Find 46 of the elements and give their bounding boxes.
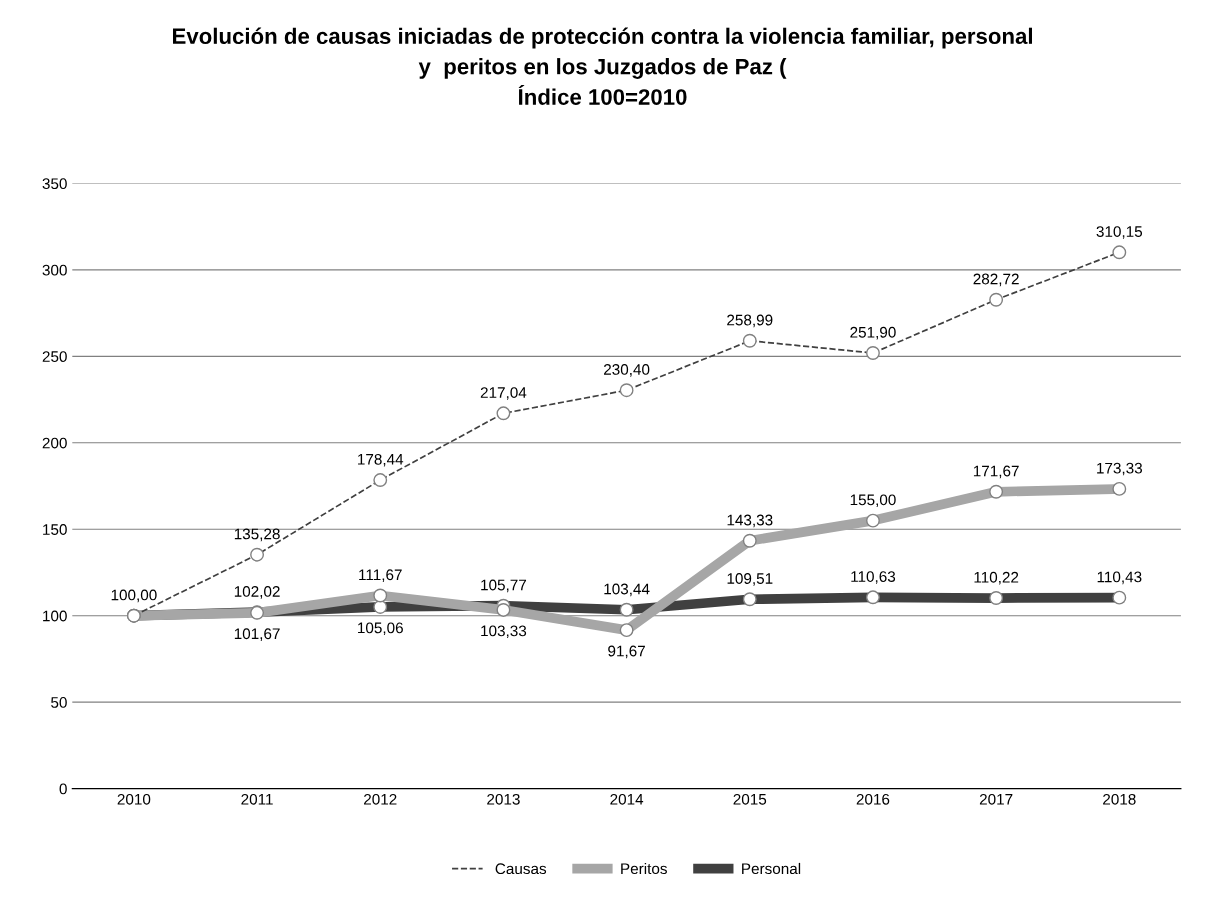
legend-label: Peritos bbox=[621, 862, 667, 875]
y-tick-label: 350 bbox=[42, 178, 67, 190]
data-label: 102,02 bbox=[234, 586, 280, 599]
data-label: 109,51 bbox=[727, 573, 773, 586]
x-tick-label: 2017 bbox=[979, 793, 1013, 805]
y-tick-label: 200 bbox=[42, 437, 67, 449]
data-label: 103,33 bbox=[481, 625, 527, 639]
data-label: 282,72 bbox=[973, 273, 1019, 287]
data-label: 155,00 bbox=[850, 494, 896, 508]
data-label: 110,63 bbox=[851, 571, 896, 584]
data-label: 100,00 bbox=[111, 589, 157, 603]
y-tick-label: 100 bbox=[43, 610, 67, 622]
data-label: 258,99 bbox=[727, 314, 773, 328]
data-label: 135,28 bbox=[234, 528, 280, 542]
data-label: 230,40 bbox=[604, 364, 650, 377]
data-label: 110,43 bbox=[1097, 571, 1142, 585]
chart-title: Evolución de causas iniciadas de protección contra la violencia familiar, personal y peritos en los Juzgados de Paz ( Índice 100=2010 bbox=[173, 27, 1032, 105]
data-label: 143,33 bbox=[727, 514, 773, 528]
y-tick-label: 0 bbox=[59, 783, 67, 795]
legend-label: Causas bbox=[495, 863, 547, 875]
data-label: 105,77 bbox=[481, 579, 527, 593]
x-tick-label: 2014 bbox=[610, 793, 644, 805]
data-label: 111,67 bbox=[359, 569, 402, 582]
data-label: 173,33 bbox=[1097, 462, 1143, 476]
y-tick-label: 250 bbox=[42, 351, 67, 363]
data-label: 251,90 bbox=[850, 326, 896, 340]
data-label: 171,67 bbox=[973, 465, 1019, 479]
data-label: 178,44 bbox=[358, 453, 404, 467]
y-tick-label: 50 bbox=[51, 697, 67, 708]
data-label: 310,15 bbox=[1096, 226, 1143, 239]
y-tick-label: 150 bbox=[43, 524, 67, 535]
x-tick-label: 2013 bbox=[487, 793, 520, 805]
data-label: 110,22 bbox=[974, 571, 1019, 585]
x-tick-label: 2018 bbox=[1103, 793, 1136, 805]
x-tick-label: 2012 bbox=[364, 793, 397, 805]
legend-label: Personal bbox=[742, 862, 801, 875]
x-tick-label: 2015 bbox=[733, 793, 767, 805]
data-label: 103,44 bbox=[604, 583, 650, 597]
x-tick-label: 2011 bbox=[241, 793, 273, 805]
y-tick-label: 300 bbox=[42, 264, 67, 276]
x-tick-label: 2016 bbox=[856, 793, 890, 805]
data-label: 105,06 bbox=[358, 622, 403, 636]
data-label: 217,04 bbox=[480, 387, 527, 400]
data-label: 91,67 bbox=[608, 645, 645, 659]
data-label: 101,67 bbox=[234, 628, 280, 641]
x-tick-label: 2010 bbox=[117, 793, 151, 805]
